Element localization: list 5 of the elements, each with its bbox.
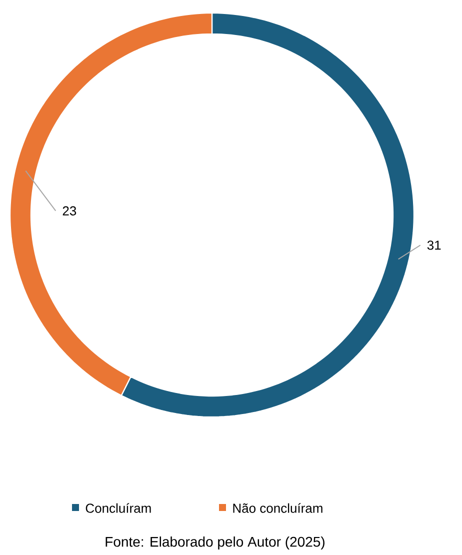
- source-note: Fonte: Elaborado pelo Autor (2025): [106, 536, 324, 550]
- legend-label: Não concluíram: [233, 503, 322, 513]
- legend-label: Concluíram: [86, 503, 151, 513]
- data-label: 23: [62, 206, 76, 216]
- data-label: 31: [427, 240, 441, 250]
